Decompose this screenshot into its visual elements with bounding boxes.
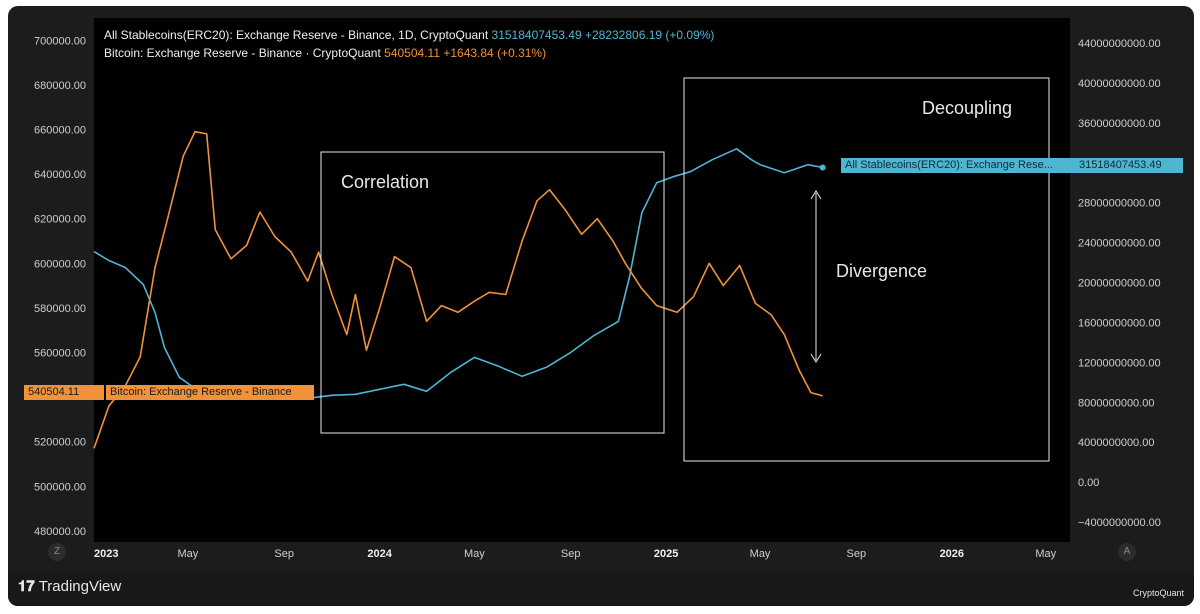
stablecoins-last-point [819,164,826,171]
legend-stablecoins-name: All Stablecoins(ERC20): Exchange Reserve… [104,28,489,42]
auto-scale-button[interactable]: A [1118,543,1136,561]
decoupling-box [683,77,1050,462]
x-axis-tick-label: May [1035,548,1056,560]
right-axis-tick-label: 40000000000.00 [1078,78,1161,90]
tradingview-logo-text: TradingView [38,578,122,595]
x-axis-tick-label: 2026 [940,548,964,560]
tradingview-logo[interactable]: 𝟏𝟕 TradingView [18,578,121,595]
x-axis-tick-label: 2025 [654,548,678,560]
left-axis-tick-label: 580000.00 [34,303,86,315]
right-axis-tick-label: 4000000000.00 [1078,437,1154,449]
legend-stablecoins-value: 31518407453.49 [491,28,582,42]
decoupling-label: Decoupling [922,98,1012,118]
left-axis-tick-label: 700000.00 [34,35,86,47]
right-axis: 44000000000.00 40000000000.00 36000000000.… [1078,38,1161,529]
x-axis-tick-label: Sep [274,548,294,560]
stablecoins-price-tag: 31518407453.49 [1075,158,1183,173]
x-axis-tick-label: May [464,548,485,560]
stablecoins-series-tag: All Stablecoins(ERC20): Exchange Rese... [841,158,1075,173]
divergence-arrow-head-bottom [810,353,822,363]
left-axis-tick-label: 480000.00 [34,526,86,538]
x-axis-tick-label: Sep [561,548,581,560]
left-axis-tick-label: 500000.00 [34,481,86,493]
left-axis-tick-label: 680000.00 [34,80,86,92]
right-axis-tick-label: 0.00 [1078,477,1099,489]
x-axis: 2023 May Sep 2024 May Sep 2025 May Sep 2026 May [94,548,1057,560]
left-axis: 700000.00 680000.00 660000.00 640000.00 6200… [34,35,86,538]
right-axis-tick-label: 36000000000.00 [1078,118,1161,130]
cryptoquant-logo: CryptoQuant [1133,588,1184,598]
plot-background [94,18,1070,542]
right-axis-tick-label: 44000000000.00 [1078,38,1161,50]
correlation-box [320,151,665,434]
x-axis-tick-label: 2024 [367,548,392,560]
series-line-stablecoins [93,148,823,400]
x-axis-tick-label: 2023 [94,548,118,560]
legend-bitcoin-change: +1643.84 (+0.31%) [443,46,547,60]
right-axis-tick-label: 28000000000.00 [1078,198,1161,210]
left-axis-tick-label: 600000.00 [34,258,86,270]
right-axis-tick-label: 8000000000.00 [1078,397,1154,409]
left-axis-tick-label: 560000.00 [34,347,86,359]
right-axis-tick-label: −4000000000.00 [1078,517,1161,529]
right-axis-tick-label: 24000000000.00 [1078,238,1161,250]
left-axis-tick-label: 640000.00 [34,169,86,181]
series-line-bitcoin [93,130,823,449]
bitcoin-series-tag: Bitcoin: Exchange Reserve - Binance [106,385,314,400]
legend-bitcoin-value: 540504.11 [384,46,440,60]
left-axis-tick-label: 620000.00 [34,214,86,226]
x-axis-tick-label: Sep [847,548,867,560]
divergence-label: Divergence [836,261,927,281]
tradingview-mark-icon: 𝟏𝟕 [18,578,35,595]
right-axis-tick-label: 12000000000.00 [1078,357,1161,369]
legend-bitcoin-name: Bitcoin: Exchange Reserve - Binance · Cr… [104,46,381,60]
legend-stablecoins-change: +28232806.19 (+0.09%) [584,28,715,42]
cryptoquant-logo-text: CryptoQuant [1132,588,1184,598]
left-axis-tick-label: 660000.00 [34,124,86,136]
scale-mode-button[interactable]: Z [48,543,66,561]
x-axis-tick-label: May [178,548,199,560]
legend-bitcoin: Bitcoin: Exchange Reserve - Binance · Cr… [104,46,546,60]
footer-bar [8,572,1194,606]
right-axis-tick-label: 16000000000.00 [1078,317,1161,329]
right-axis-tick-label: 20000000000.00 [1078,277,1161,289]
x-axis-tick-label: May [750,548,771,560]
correlation-label: Correlation [341,172,429,192]
chart-frame: 2023 May Sep 2024 May Sep 2025 May Sep 2026 May 70… [8,6,1194,606]
left-axis-tick-label: 520000.00 [34,437,86,449]
bitcoin-price-tag: 540504.11 [24,385,104,400]
legend-stablecoins: All Stablecoins(ERC20): Exchange Reserve… [104,28,714,42]
chart-canvas: 2023 May Sep 2024 May Sep 2025 May Sep 2026 May 70… [34,18,1161,560]
divergence-arrow-head-top [810,190,822,200]
